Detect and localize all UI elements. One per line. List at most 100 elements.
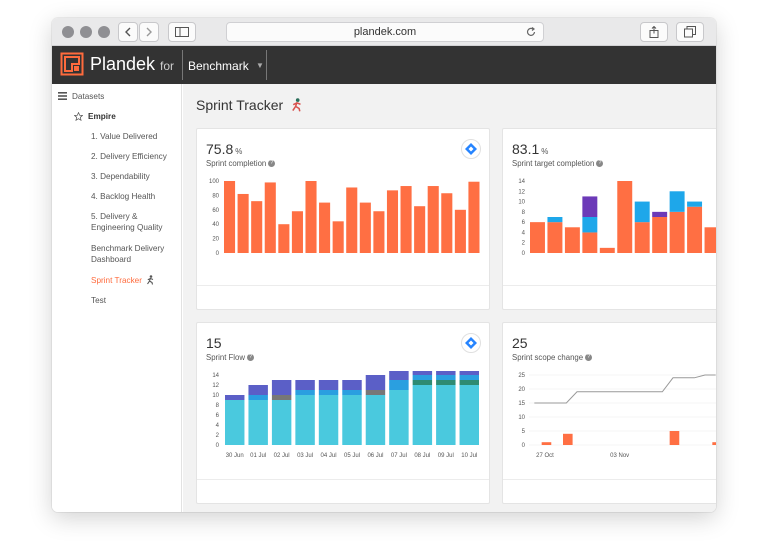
bar — [441, 193, 453, 253]
workspace-selector[interactable]: Benchmark — [188, 59, 249, 73]
scope-change-card: 25 Sprint scope change? 0 5 10 15 20 25 27 Oct… — [502, 322, 716, 504]
y-tick-label: 0 — [522, 443, 526, 449]
y-tick-label: 12 — [518, 189, 525, 195]
sidebar-item-backlog-health[interactable]: 4. Backlog Health — [91, 192, 156, 201]
card-footer — [503, 479, 716, 503]
bar — [373, 211, 385, 253]
chevron-down-icon[interactable]: ▼ — [256, 61, 264, 70]
bar-segment — [365, 390, 386, 395]
bar-segment — [582, 217, 598, 233]
bar-segment — [365, 375, 386, 390]
y-tick-label: 4 — [522, 230, 526, 236]
jira-icon[interactable] — [461, 139, 481, 159]
bar-segment — [412, 385, 433, 445]
bar — [414, 206, 426, 253]
bar — [251, 201, 263, 253]
sidebar-item-label-line1: Benchmark Delivery — [91, 244, 165, 253]
bar-segment — [342, 390, 362, 395]
y-tick-label: 6 — [216, 413, 220, 419]
sidebar-item-value-delivered[interactable]: 1. Value Delivered — [91, 132, 158, 141]
bar-segment — [389, 390, 409, 445]
sprint-target-chart: 0 2 4 6 8 10 12 14 — [518, 179, 716, 257]
bar-segment — [530, 222, 545, 253]
bar-segment — [389, 371, 409, 380]
y-tick-label: 20 — [518, 387, 525, 393]
sidebar: Datasets Empire 1. Value Delivered 2. De… — [52, 84, 182, 512]
y-tick-label: 40 — [212, 222, 219, 228]
y-tick-label: 5 — [522, 429, 526, 435]
address-bar[interactable]: plandek.com — [226, 22, 544, 42]
sidebar-item-engineering-quality[interactable]: 5. Delivery & Engineering Quality — [91, 211, 162, 233]
sidebar-datasets[interactable]: Datasets — [72, 92, 105, 101]
bar-segment — [248, 400, 268, 445]
sidebar-item-sprint-tracker[interactable]: Sprint Tracker — [91, 275, 155, 286]
label-text: Sprint target completion — [512, 159, 595, 168]
help-icon[interactable]: ? — [585, 354, 593, 362]
forward-button[interactable] — [139, 22, 159, 42]
sidebar-toggle-button[interactable] — [168, 22, 196, 42]
y-tick-label: 0 — [216, 251, 220, 257]
bar-segment — [704, 227, 716, 253]
scope-change-value: 25 — [512, 335, 528, 351]
plandek-logo-icon[interactable] — [60, 52, 84, 76]
bar — [541, 442, 552, 445]
bar-segment — [295, 380, 315, 390]
label-text: Sprint completion — [206, 159, 267, 168]
main-content: Sprint Tracker 75.8% Sprint completion? … — [183, 84, 716, 512]
value-text: 75.8 — [206, 141, 234, 157]
y-tick-label: 2 — [216, 433, 220, 439]
x-tick-label: 06 Jul — [367, 453, 383, 459]
sidebar-group-empire[interactable]: Empire — [88, 112, 116, 121]
tabs-button[interactable] — [676, 22, 704, 42]
x-tick-label: 04 Jul — [321, 453, 337, 459]
back-button[interactable] — [118, 22, 138, 42]
bar-segment — [271, 400, 292, 445]
y-tick-label: 80 — [212, 193, 219, 199]
sprint-target-value: 83.1% — [512, 141, 548, 157]
bar — [332, 221, 344, 253]
help-icon[interactable]: ? — [247, 354, 254, 362]
sidebar-item-label-line1: 5. Delivery & — [91, 212, 138, 221]
help-icon[interactable]: ? — [268, 160, 276, 168]
scope-change-chart: 0 5 10 15 20 25 27 Oct 03 Nov — [518, 373, 716, 459]
y-tick-label: 8 — [522, 210, 526, 216]
card-footer — [197, 285, 489, 309]
bar — [224, 181, 236, 253]
bar-segment — [459, 385, 479, 445]
bar — [291, 211, 303, 253]
bar-segment — [365, 395, 386, 445]
bar-segment — [342, 395, 362, 445]
bar-segment — [271, 380, 292, 395]
bar — [427, 186, 439, 253]
bar-segment — [412, 380, 433, 385]
minimize-window-button[interactable] — [80, 26, 92, 38]
star-icon[interactable] — [74, 112, 83, 121]
bar-segment — [652, 217, 668, 253]
sidebar-item-benchmark-delivery[interactable]: Benchmark Delivery Dashboard — [91, 243, 164, 265]
sidebar-item-delivery-efficiency[interactable]: 2. Delivery Efficiency — [91, 152, 167, 161]
help-icon[interactable]: ? — [596, 160, 604, 168]
bar — [468, 181, 480, 253]
x-tick-label: 05 Jul — [344, 453, 360, 459]
y-tick-label: 10 — [518, 415, 525, 421]
scope-change-label: Sprint scope change? — [512, 353, 593, 362]
bar-segment — [318, 395, 339, 445]
bar — [264, 182, 276, 253]
y-tick-label: 25 — [518, 373, 525, 379]
bar-segment — [436, 371, 456, 375]
reload-icon[interactable] — [525, 26, 537, 38]
bar-segment — [617, 181, 633, 253]
bar — [400, 186, 412, 253]
zoom-window-button[interactable] — [98, 26, 110, 38]
value-text: 83.1 — [512, 141, 540, 157]
y-tick-label: 4 — [216, 423, 220, 429]
jira-icon[interactable] — [461, 333, 481, 353]
sidebar-item-dependability[interactable]: 3. Dependability — [91, 172, 150, 181]
sidebar-item-test[interactable]: Test — [91, 296, 107, 305]
share-button[interactable] — [640, 22, 668, 42]
bar-segment — [436, 375, 456, 380]
app-header: Plandek for Benchmark ▼ — [52, 46, 716, 84]
bar-segment — [687, 201, 703, 207]
close-window-button[interactable] — [62, 26, 74, 38]
runner-icon — [292, 98, 301, 112]
